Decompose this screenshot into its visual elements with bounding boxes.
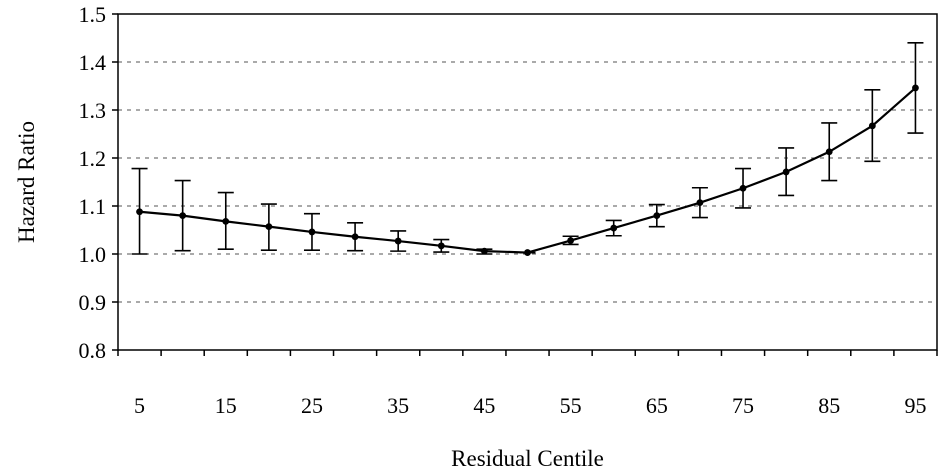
data-point: [912, 84, 919, 92]
x-tick-label: 35: [387, 393, 409, 418]
data-point: [308, 228, 316, 236]
x-tick-label: 55: [560, 393, 582, 418]
data-point: [653, 212, 661, 220]
y-tick-label: 1.3: [79, 98, 107, 123]
y-tick-label: 1.1: [79, 194, 107, 219]
data-point: [782, 168, 790, 176]
x-tick-label: 15: [215, 393, 237, 418]
data-point: [825, 148, 833, 156]
data-point: [739, 184, 747, 192]
x-tick-label: 75: [732, 393, 754, 418]
data-point: [136, 208, 143, 216]
data-point: [394, 237, 402, 245]
y-tick-label: 0.9: [79, 290, 107, 315]
x-tick-label: 65: [646, 393, 668, 418]
y-tick-label: 1.5: [79, 2, 107, 27]
plot-area-frame: [117, 13, 938, 351]
series-line: [139, 87, 917, 254]
y-axis-title: Hazard Ratio: [14, 121, 39, 243]
data-point: [179, 212, 187, 220]
x-tick-label: 85: [818, 393, 840, 418]
x-axis-title: Residual Centile: [451, 446, 604, 471]
data-point: [610, 224, 618, 232]
y-tick-label: 1.4: [79, 50, 107, 75]
error-bars: [131, 41, 924, 255]
gridlines: [118, 61, 937, 303]
data-point: [265, 223, 273, 231]
data-point: [696, 199, 704, 207]
x-tick-label: 95: [904, 393, 926, 418]
data-point: [524, 249, 531, 256]
data-point: [868, 122, 876, 130]
y-tick-label: 0.8: [79, 338, 107, 363]
x-tick-label: 45: [473, 393, 495, 418]
x-tick-label: 25: [301, 393, 323, 418]
x-axis-ticks: 5 15 25 35 45 55 65 75 85 95: [117, 350, 938, 418]
data-point: [351, 233, 359, 241]
y-tick-label: 1.2: [79, 146, 107, 171]
y-tick-label: 1.0: [79, 242, 107, 267]
data-point: [437, 242, 445, 250]
x-tick-label: 5: [134, 393, 145, 418]
data-point: [222, 217, 230, 225]
data-point: [567, 237, 575, 244]
y-axis-ticks: 0.8 0.9 1.0 1.1 1.2 1.3 1.4 1.5: [79, 2, 118, 363]
data-points: [136, 84, 919, 256]
data-point: [480, 247, 488, 255]
